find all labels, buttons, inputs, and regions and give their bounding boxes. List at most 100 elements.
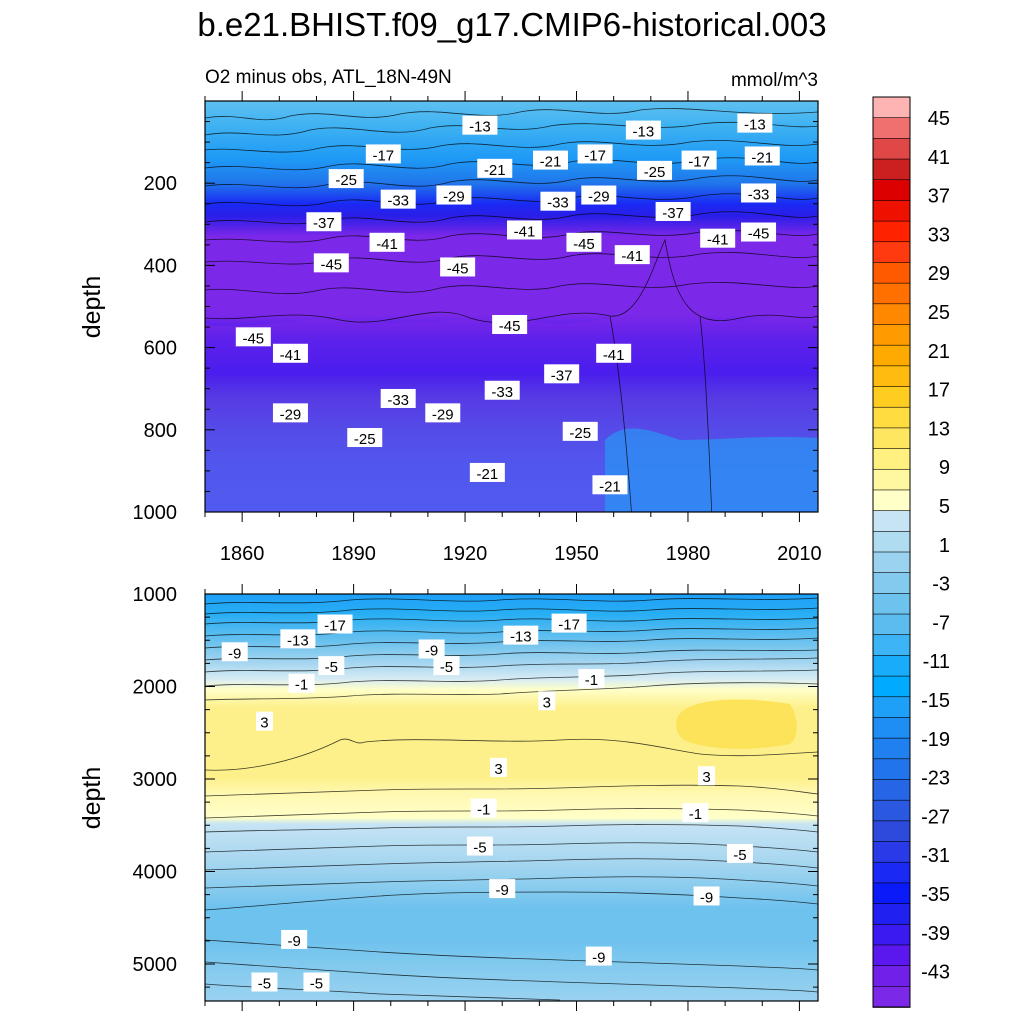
contour-label: -33 [484, 380, 520, 401]
colorbar-swatches [872, 96, 911, 1008]
svg-text:-25: -25 [354, 431, 376, 448]
svg-text:-13: -13 [469, 119, 491, 136]
contour-label: -45 [235, 327, 271, 347]
colorbar-swatch [872, 448, 911, 471]
colorbar-label: -39 [921, 923, 950, 945]
contour-label: -41 [369, 232, 405, 253]
svg-text:-1: -1 [295, 677, 308, 694]
colorbar-swatch [872, 944, 911, 967]
y-tick-label: 2000 [133, 677, 178, 699]
contour-label: -21 [744, 146, 780, 166]
contour-label: -9 [585, 946, 612, 967]
colorbar-label: 41 [928, 147, 950, 169]
colorbar-label: -15 [921, 690, 950, 712]
colorbar-label: -31 [921, 845, 950, 867]
upper-y-axis-label: depth [78, 276, 106, 339]
svg-text:-21: -21 [540, 154, 562, 171]
colorbar-swatch [872, 179, 911, 202]
colorbar-swatch [872, 344, 911, 367]
contour-label: 3 [698, 766, 716, 786]
lower-plot-area [205, 594, 818, 1001]
colorbar-swatch [872, 923, 911, 946]
contour-label: -5 [433, 656, 460, 676]
colorbar-swatch [872, 96, 911, 119]
svg-text:-1: -1 [585, 672, 598, 689]
svg-text:-17: -17 [558, 617, 580, 634]
colorbar-swatch [872, 861, 911, 884]
contour-label: -5 [318, 656, 345, 676]
colorbar-label: -11 [923, 651, 950, 673]
colorbar-swatch [872, 262, 911, 284]
upper-contours [205, 108, 818, 512]
contour-label: -21 [592, 475, 628, 495]
colorbar-label: -35 [921, 884, 950, 906]
colorbar-swatch [872, 220, 911, 243]
colorbar-label: -3 [932, 574, 950, 596]
contour-label: -25 [562, 421, 598, 442]
svg-text:-5: -5 [733, 847, 746, 864]
upper-y-axis: 200 400 600 800 1000 [133, 100, 818, 524]
colorbar-swatch [872, 200, 911, 222]
contour-label: -29 [425, 403, 461, 423]
y-tick-label: 800 [144, 420, 177, 442]
contour-label: -9 [489, 879, 516, 899]
svg-text:-41: -41 [514, 223, 536, 240]
contour-label: -13 [737, 113, 773, 134]
svg-text:3: 3 [494, 761, 502, 778]
colorbar-swatch [872, 696, 911, 719]
contour-label: 3 [255, 711, 273, 732]
colorbar-swatch [872, 758, 911, 781]
colorbar-swatch [872, 675, 911, 698]
contour-label: -41 [507, 220, 543, 240]
colorbar-swatch [872, 406, 911, 429]
colorbar-swatch [872, 779, 911, 801]
contour-label: -21 [477, 158, 513, 179]
colorbar-swatch [872, 489, 911, 512]
svg-text:-13: -13 [744, 117, 766, 134]
contour-label: -9 [418, 639, 445, 660]
svg-text:-9: -9 [425, 643, 438, 660]
x-tick-label: 1920 [443, 543, 488, 565]
colorbar-swatch [872, 655, 911, 677]
contour-label: -1 [288, 673, 315, 694]
subtitle-left: O2 minus obs, ATL_18N-49N [205, 67, 452, 88]
contour-label: -37 [306, 212, 342, 232]
colorbar-label: 17 [928, 380, 950, 402]
contour-label: -17 [317, 614, 353, 635]
colorbar-label: 45 [928, 108, 950, 130]
contour-label: -33 [380, 388, 416, 409]
contour-label: -17 [365, 144, 401, 164]
subtitle-right: mmol/m^3 [731, 70, 818, 91]
colorbar-swatch [872, 386, 911, 409]
colorbar-swatch [872, 841, 911, 864]
svg-text:-1: -1 [477, 802, 490, 819]
svg-text:-29: -29 [432, 406, 454, 423]
svg-text:3: 3 [702, 769, 710, 786]
contour-label: -41 [596, 343, 632, 364]
y-tick-label: 3000 [133, 769, 178, 791]
contour-label: -25 [347, 428, 383, 448]
svg-text:-17: -17 [372, 147, 394, 164]
svg-text:-13: -13 [633, 124, 655, 141]
svg-text:-25: -25 [335, 172, 357, 189]
svg-text:-29: -29 [280, 406, 302, 423]
svg-text:-33: -33 [491, 384, 513, 401]
colorbar-swatch [872, 138, 911, 160]
contour-label: -37 [655, 201, 691, 222]
svg-text:-37: -37 [662, 205, 684, 222]
svg-text:-33: -33 [387, 193, 409, 210]
colorbar-swatch [872, 158, 911, 181]
contour-label: -5 [466, 836, 493, 857]
svg-text:3: 3 [543, 694, 551, 711]
svg-text:-29: -29 [443, 189, 465, 206]
contour-label: -13 [503, 625, 539, 646]
contour-label: -17 [577, 144, 613, 164]
x-tick-label: 1950 [554, 543, 599, 565]
colorbar-swatch [872, 241, 911, 264]
svg-text:-17: -17 [584, 147, 606, 164]
upper-x-axis: 1860 1890 1920 1950 1980 2010 [204, 91, 822, 565]
figure-title: b.e21.BHIST.f09_g17.CMIP6-historical.003 [197, 6, 827, 43]
svg-text:-9: -9 [592, 950, 605, 967]
